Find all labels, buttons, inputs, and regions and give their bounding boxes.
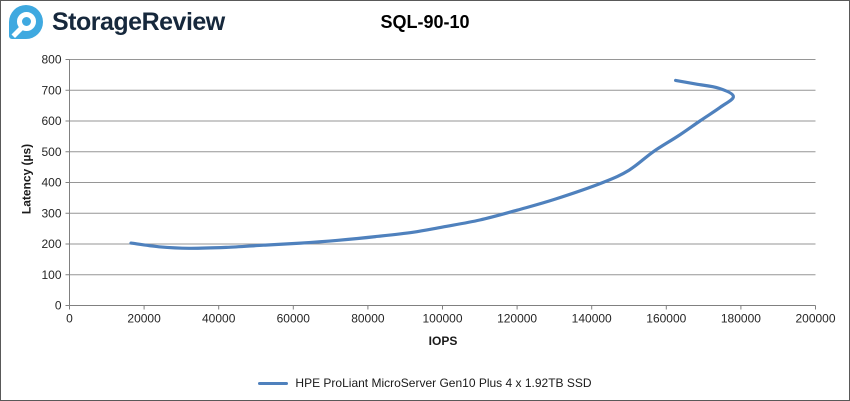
y-tick-label: 500 (41, 145, 61, 159)
gridlines (69, 59, 816, 276)
x-tick-label: 160000 (646, 312, 686, 326)
legend-line-sample (258, 381, 289, 385)
x-tick-label: 120000 (497, 312, 537, 326)
x-tick-label: 0 (66, 312, 73, 326)
logo-ring-shape (17, 12, 36, 31)
x-axis-title: IOPS (428, 334, 458, 348)
legend: HPE ProLiant MicroServer Gen10 Plus 4 x … (1, 373, 849, 393)
y-tick-label: 600 (41, 114, 61, 128)
y-tick-label: 200 (41, 237, 61, 251)
brand-name: StorageReview (52, 7, 225, 36)
x-tick-label: 60000 (277, 312, 311, 326)
x-tick-label: 80000 (351, 312, 385, 326)
y-tick-label: 800 (41, 53, 61, 67)
y-axis-title: Latency (µs) (19, 143, 34, 215)
x-tick-label: 100000 (422, 312, 462, 326)
x-tick-label: 180000 (721, 312, 761, 326)
y-tick-label: 100 (41, 268, 61, 282)
x-tick-label: 140000 (572, 312, 612, 326)
x-tick-label: 40000 (202, 312, 236, 326)
y-tick-label: 300 (41, 206, 61, 220)
storagereview-logo-icon (9, 5, 43, 39)
series-line (129, 78, 735, 250)
y-tick-label: 700 (41, 83, 61, 97)
y-tick-label: 400 (41, 176, 61, 190)
y-tick-label: 0 (55, 299, 62, 313)
brand-logo: StorageReview (9, 5, 225, 39)
x-tick-label: 200000 (795, 312, 835, 326)
tick-marks (65, 59, 816, 310)
tick-labels: 0 100 200 300 400 500 600 700 800 0 20000 40000 6000… (41, 53, 835, 326)
legend-series-label: HPE ProLiant MicroServer Gen10 Plus 4 x … (295, 376, 592, 390)
x-tick-label: 20000 (127, 312, 161, 326)
